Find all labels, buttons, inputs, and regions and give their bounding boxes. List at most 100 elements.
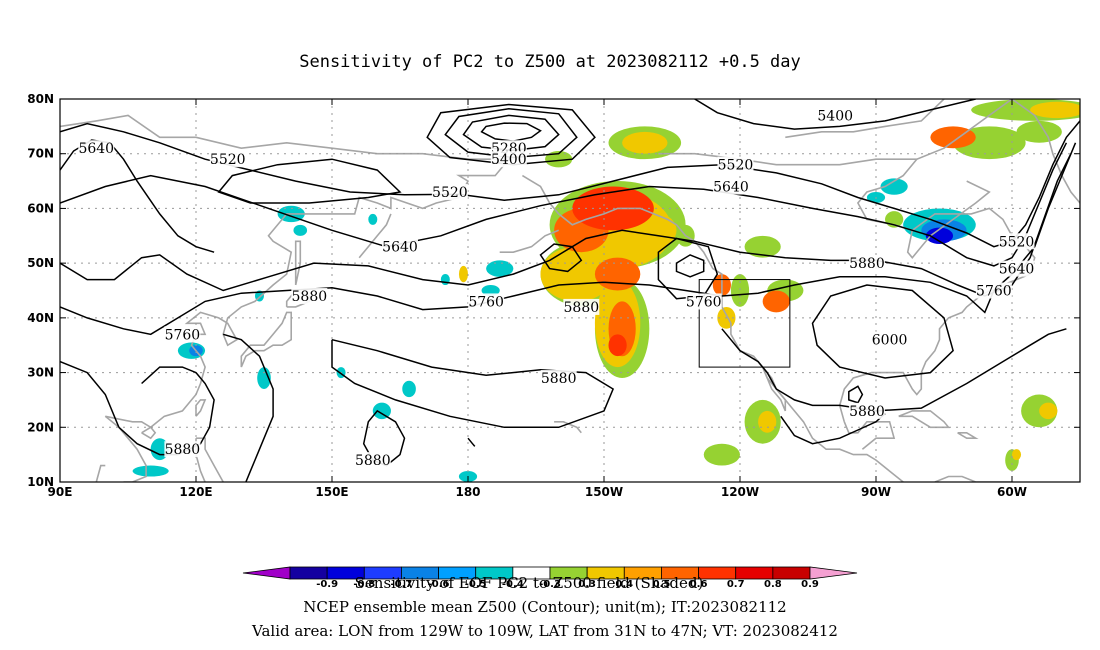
positive-sensitivity-area <box>762 290 790 313</box>
colorbar-label: 0.4 <box>615 579 633 590</box>
coastline-segment <box>934 475 1012 482</box>
z500-contour-line <box>217 158 402 204</box>
colorbar-label: 0.3 <box>578 579 596 590</box>
coastline-segment <box>95 464 106 482</box>
colorbar-label: -0.5 <box>465 579 487 590</box>
colorbar-label: -0.9 <box>316 579 338 590</box>
longitude-tick-label: 150E <box>315 485 348 499</box>
caption-line-1: Sensitivity of EOF PC2 to Z500 field (Sh… <box>355 574 704 592</box>
latitude-tick-label: 20N <box>27 420 54 434</box>
contour-label: 5520 <box>999 234 1035 250</box>
contour-label: 5760 <box>468 294 504 310</box>
contour-label-bg <box>78 140 115 157</box>
contour-label: 5640 <box>999 262 1035 278</box>
z500-contour-line <box>60 360 120 428</box>
coastline-segment <box>554 421 582 434</box>
contour-label-bg <box>998 260 1035 277</box>
contour-label-bg <box>848 255 885 272</box>
positive-sensitivity-area <box>458 265 468 283</box>
map-panel: 5640552052805400552056405400552056405520… <box>27 92 1081 499</box>
colorbar-label: 0.6 <box>690 579 708 590</box>
z500-contours <box>60 99 1080 482</box>
z500-contour-line <box>811 284 954 379</box>
contour-label-bg <box>382 238 418 255</box>
contour-label: 5880 <box>849 404 885 420</box>
negative-sensitivity-area <box>132 465 169 477</box>
positive-sensitivity-area <box>703 443 740 466</box>
colorbar-box <box>772 566 811 580</box>
z500-contour-line <box>467 437 476 447</box>
positive-sensitivity-area <box>1030 101 1080 119</box>
z500-contour-line <box>331 338 615 429</box>
contour-label-bg <box>354 452 391 469</box>
negative-sensitivity-area <box>402 380 416 398</box>
colorbar-label: -0.6 <box>428 579 450 590</box>
contour-label-bg <box>975 282 1012 299</box>
positive-sensitivity-area <box>930 126 976 149</box>
contour-label-bg <box>848 402 885 419</box>
positive-sensitivity-area <box>730 274 750 307</box>
contour-label-bg <box>563 298 600 315</box>
valid-area-box <box>698 279 791 368</box>
contour-label-bg <box>685 293 722 310</box>
colorbar-box <box>289 566 328 580</box>
coastline-segment <box>1011 99 1080 204</box>
colorbar-label: 0.7 <box>727 579 745 590</box>
z500-contour-line <box>721 328 1067 412</box>
negative-sensitivity-area <box>481 285 500 296</box>
longitude-tick-label: 120W <box>721 485 759 499</box>
caption-line-3: Valid area: LON from 129W to 109W, LAT f… <box>251 622 838 640</box>
coastline-segment <box>785 99 945 139</box>
positive-sensitivity-area <box>608 334 627 357</box>
contour-label-bg <box>291 287 328 304</box>
contour-label-bg <box>540 370 577 387</box>
z500-contour-line <box>694 99 976 130</box>
negative-sensitivity-area <box>257 367 271 389</box>
colorbar-label: 0.8 <box>764 579 782 590</box>
longitude-tick-label: 90E <box>48 485 73 499</box>
coastline-segment <box>240 311 292 368</box>
colorbar-label: 0.9 <box>801 579 819 590</box>
z500-contour-line <box>480 122 542 142</box>
contour-label-bg <box>490 151 527 168</box>
latitude-tick-label: 30N <box>27 366 54 380</box>
contour-label: 5640 <box>382 240 418 256</box>
contour-label-bg <box>209 151 246 168</box>
caption-line-2: NCEP ensemble mean Z500 (Contour); unit(… <box>303 598 786 616</box>
contour-label: 5880 <box>292 289 328 305</box>
coastline-segment <box>957 432 979 439</box>
contour-label: 5880 <box>165 442 201 458</box>
contour-label-bg <box>871 331 908 348</box>
contour-label: 5400 <box>817 108 853 124</box>
coastline-segment <box>499 229 559 253</box>
negative-sensitivity-area <box>368 213 378 225</box>
contour-label: 5880 <box>355 453 391 469</box>
colorbar-label: -0.3 <box>539 579 561 590</box>
contour-label: 5520 <box>718 158 754 174</box>
contour-label-bg <box>468 293 505 310</box>
colorbar-box <box>698 566 737 580</box>
negative-sensitivity-area <box>372 402 391 420</box>
contour-label-bg <box>712 178 749 195</box>
z500-contour-line <box>60 142 1068 267</box>
colorbar-box <box>735 566 774 580</box>
z500-contour-line <box>539 243 583 273</box>
contour-label-bg <box>717 156 754 173</box>
coastline-segment <box>761 366 787 412</box>
contour-label: 5760 <box>686 294 722 310</box>
longitude-tick-label: 120E <box>179 485 212 499</box>
contour-label: 5880 <box>849 256 885 272</box>
colorbar-label: -0.8 <box>353 579 375 590</box>
latitude-tick-label: 60N <box>27 201 54 215</box>
z500-contour-line <box>848 385 864 404</box>
contour-label-bg <box>164 441 201 458</box>
positive-sensitivity-area <box>758 410 777 433</box>
contour-label: 6000 <box>872 333 908 349</box>
contour-label: 5760 <box>165 327 201 343</box>
positive-sensitivity-area <box>1039 402 1058 420</box>
negative-sensitivity-area <box>880 178 908 195</box>
coastline-segment <box>195 399 207 417</box>
longitude-tick-label: 60W <box>997 485 1027 499</box>
contour-label: 5760 <box>976 284 1012 300</box>
